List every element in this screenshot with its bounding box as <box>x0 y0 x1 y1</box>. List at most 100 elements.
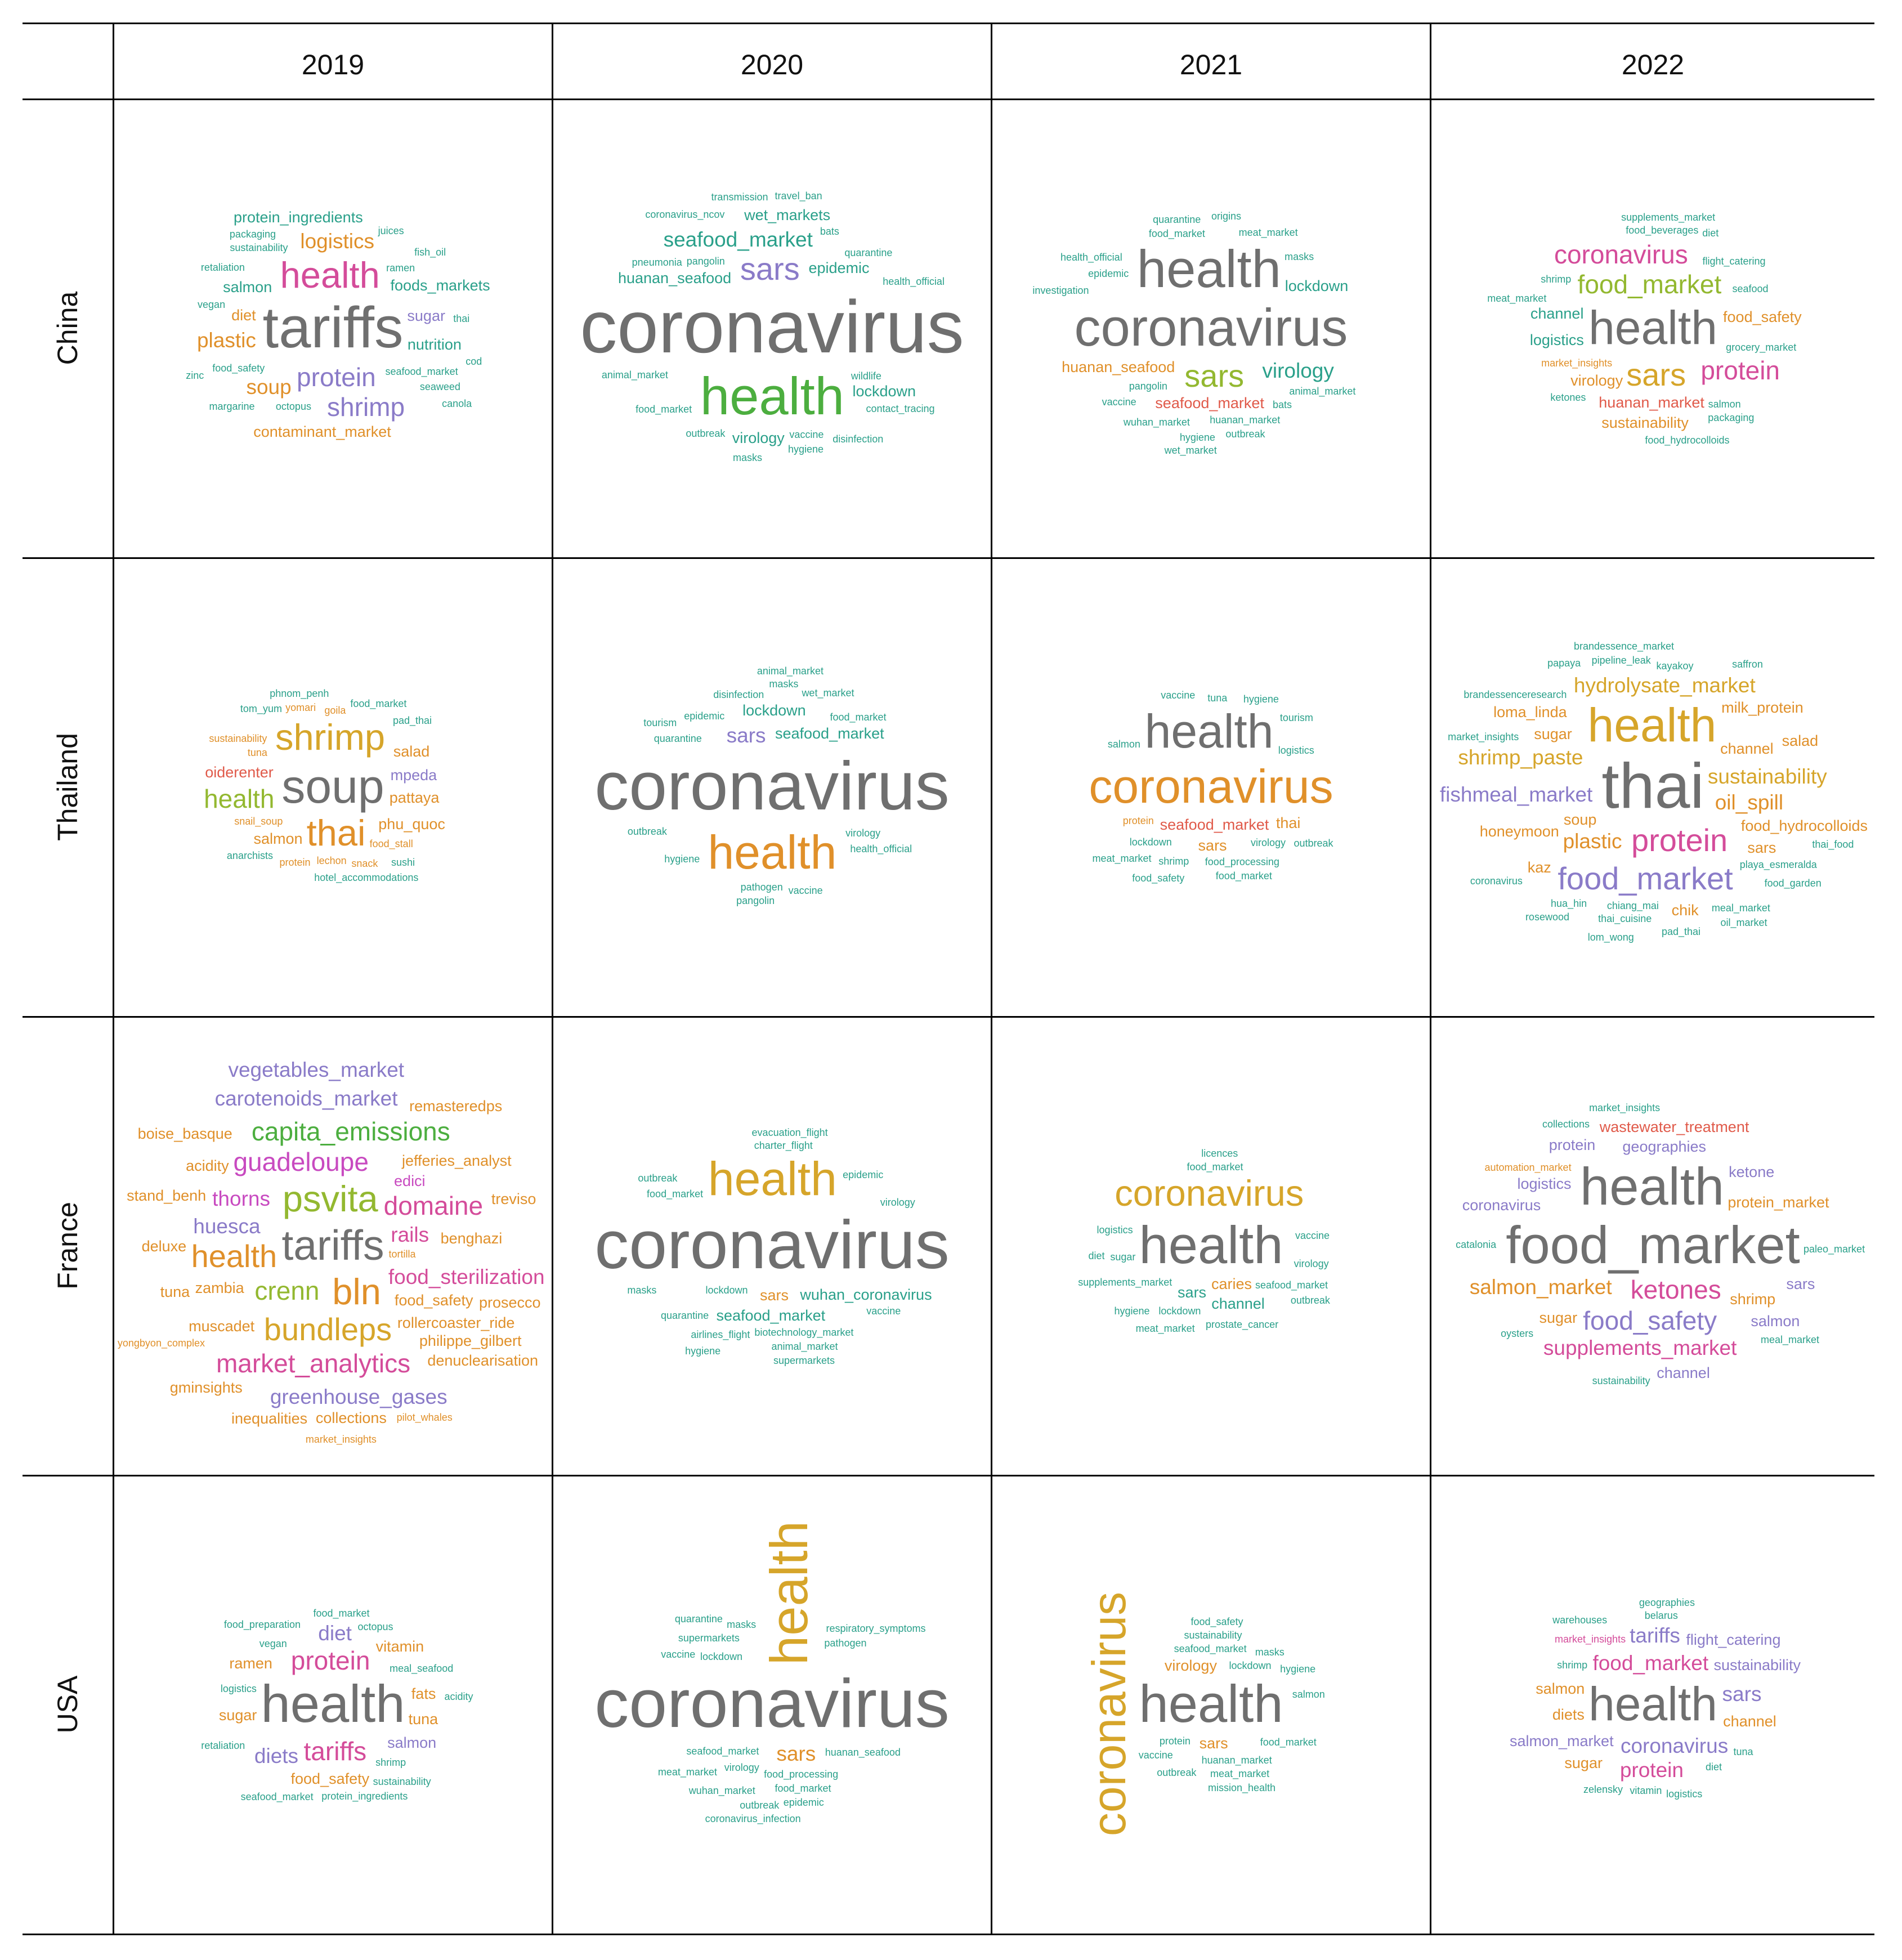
cloud-word: food_safety <box>1583 1306 1717 1336</box>
cloud-word: epidemic <box>783 1796 824 1808</box>
cloud-word: outbreak <box>1294 837 1333 849</box>
cloud-word: ramen <box>229 1655 272 1672</box>
cloud-word: vitamin <box>375 1637 424 1655</box>
cloud-word: sars <box>740 251 800 287</box>
cloud-word: milk_protein <box>1721 699 1803 716</box>
cloud-word: tuna <box>247 746 267 758</box>
cloud-word: oil_spill <box>1715 790 1784 814</box>
cloud-word: belarus <box>1644 1610 1678 1622</box>
cloud-word: meal_market <box>1711 902 1770 914</box>
cloud-word: outbreak <box>1225 428 1265 440</box>
cloud-word: bats <box>820 226 839 238</box>
cloud-word: coronavirus <box>1089 759 1333 813</box>
cloud-word: tariffs <box>1630 1624 1680 1648</box>
cloud-word: virology <box>845 827 881 839</box>
cloud-word: coronavirus <box>1074 297 1348 357</box>
cloud-word: protein <box>1549 1136 1596 1153</box>
cloud-word: masks <box>733 452 763 464</box>
cloud-word: salmon <box>253 830 303 847</box>
cloud-word: hygiene <box>685 1345 721 1357</box>
cloud-word: tuna <box>160 1283 190 1301</box>
cloud-word: edici <box>394 1173 426 1190</box>
cloud-word: pattaya <box>389 789 440 807</box>
cloud-word: diets <box>1552 1706 1585 1724</box>
cloud-word: sars <box>1184 357 1245 393</box>
cloud-word: food_hydrocolloids <box>1645 435 1730 446</box>
cloud-word: oysters <box>1501 1327 1534 1339</box>
cloud-word: food_market <box>350 697 407 709</box>
cloud-word: soup <box>1563 811 1597 829</box>
cloud-word: tariffs <box>281 1221 384 1269</box>
cloud-word: tom_yum <box>240 703 282 715</box>
cloud-word: meat_market <box>1210 1767 1270 1779</box>
cloud-word: wuhan_market <box>1123 416 1190 428</box>
cloud-word: market_insights <box>305 1433 377 1445</box>
cloud-word: health <box>1588 1677 1717 1730</box>
cloud-word: virology <box>1570 372 1623 389</box>
cloud-word: protein <box>297 363 376 392</box>
cloud-word: seafood_market <box>385 366 458 378</box>
cloud-word: phnom_penh <box>270 688 329 700</box>
cloud-word: zelensky <box>1583 1783 1623 1795</box>
cloud-word: transmission <box>711 191 768 203</box>
cloud-word: diet <box>1088 1250 1105 1261</box>
grid-rule-row-2 <box>23 1016 1874 1018</box>
cloud-word: sars <box>776 1742 816 1766</box>
cloud-word: benghazi <box>440 1230 503 1247</box>
cloud-word: seafood_market <box>716 1307 826 1324</box>
cloud-word: wastewater_treatment <box>1599 1118 1749 1136</box>
cloud-word: sugar <box>1539 1309 1578 1326</box>
cloud-word: food_market <box>830 711 887 723</box>
cloud-word: food_safety <box>1723 308 1802 325</box>
cloud-word: shrimp <box>275 716 386 758</box>
cloud-word: food_market <box>1506 1215 1800 1274</box>
wordcloud-usa-2019: health protein tariffs diets diet salmon food_… <box>114 1476 552 1934</box>
cloud-word: wildlife <box>851 370 881 382</box>
cloud-word: channel <box>1530 305 1584 322</box>
cloud-word: salmon <box>1292 1689 1325 1701</box>
wordcloud-thailand-2019: soup thai shrimp health mpeda pattaya phu_quoc… <box>114 559 552 1016</box>
cloud-word: ketones <box>1630 1275 1721 1304</box>
cloud-word: sugar <box>1564 1754 1603 1771</box>
cloud-word: seafood_market <box>240 1791 314 1803</box>
cloud-word: food_market <box>1558 860 1733 896</box>
cloud-word: collections <box>315 1409 387 1426</box>
cloud-word: protein <box>290 1646 370 1676</box>
cloud-word: protein_market <box>1728 1194 1829 1211</box>
cloud-word: health <box>700 366 844 426</box>
cloud-word: meal_seafood <box>390 1662 454 1674</box>
cloud-word: animal_market <box>1289 386 1356 397</box>
row-header-usa: USA <box>52 1675 83 1734</box>
cloud-word: sustainability <box>1592 1375 1650 1386</box>
grid-rule-row-3 <box>23 1475 1874 1476</box>
cloud-word: shrimp_paste <box>1458 746 1583 769</box>
cloud-word: salmon <box>1107 738 1140 750</box>
grid-rule-col-2 <box>991 23 992 1935</box>
cloud-word: virology <box>1294 1258 1329 1269</box>
cloud-word: packaging <box>229 229 276 240</box>
cloud-word: supermarkets <box>773 1355 835 1367</box>
cloud-word: geographies <box>1622 1138 1707 1156</box>
cloud-word: shrimp <box>1158 855 1189 867</box>
cloud-word: kayakoy <box>1656 660 1694 672</box>
cloud-word: supplements_market <box>1543 1336 1737 1359</box>
wordcloud-thailand-2021: coronavirus health seafood_market sars thai p… <box>992 559 1430 1016</box>
cloud-word: health <box>708 1152 837 1205</box>
cloud-word: rails <box>391 1223 429 1246</box>
cloud-word: vegetables_market <box>228 1058 405 1082</box>
grid-rule-col-3 <box>1430 23 1431 1935</box>
cloud-word: health <box>759 1521 819 1666</box>
cloud-word: jefferies_analyst <box>401 1152 512 1170</box>
cloud-word: zinc <box>186 369 204 381</box>
cloud-word: pangolin <box>736 894 775 906</box>
cloud-word: coronavirus_ncov <box>645 208 725 220</box>
cloud-word: seafood_market <box>1255 1279 1328 1291</box>
cloud-word: brandessenceresearch <box>1464 688 1567 700</box>
cloud-word: sustainability <box>230 241 288 253</box>
cloud-word: huanan_seafood <box>825 1747 901 1758</box>
cloud-word: snail_soup <box>234 815 283 827</box>
row-header-france: France <box>52 1202 83 1290</box>
cloud-word: deluxe <box>141 1238 187 1255</box>
cloud-word: protein <box>1122 815 1154 826</box>
column-header-2021: 2021 <box>1179 49 1243 80</box>
